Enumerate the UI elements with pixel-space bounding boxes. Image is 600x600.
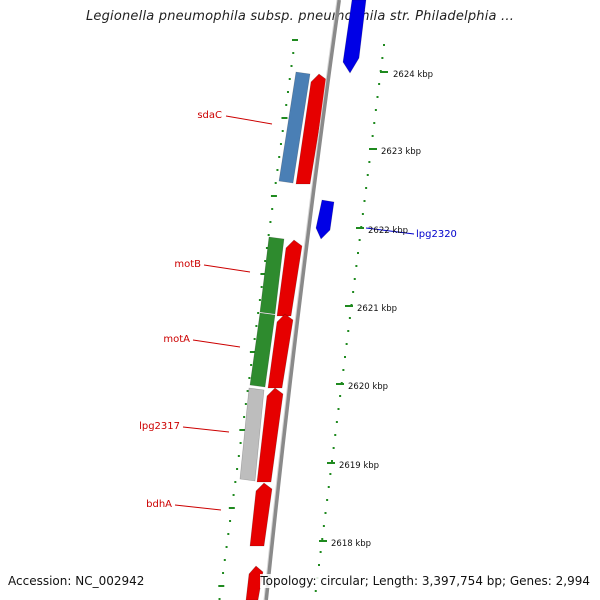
genome-backbone <box>264 0 341 600</box>
gene-label-motB: motB <box>174 259 201 270</box>
ruler-label-2619: 2619 kbp <box>339 461 379 471</box>
gene-label-lpg2320: lpg2320 <box>416 229 457 240</box>
leader-motB <box>203 264 251 273</box>
gene-label-bdhA: bdhA <box>146 499 172 510</box>
ruler-label-2623: 2623 kbp <box>381 147 421 157</box>
genome-backbone-highlight <box>263 0 338 600</box>
leader-lpg2320 <box>365 227 415 235</box>
ruler-label-2620: 2620 kbp <box>348 382 388 392</box>
inner-ruler-ticks <box>218 39 298 600</box>
leader-motA <box>192 339 241 348</box>
accession-text: Accession: NC_002942 <box>8 574 145 588</box>
cds-arrow-1[interactable] <box>295 73 328 185</box>
cds-arrow-top-reverse[interactable] <box>342 0 367 74</box>
leader-sdaC <box>225 115 273 125</box>
ruler-label-2618: 2618 kbp <box>331 539 371 549</box>
ruler-label-2622: 2622 kbp <box>368 226 408 236</box>
gene-labels: sdaC motB motA lpg2317 bdhA lpg2320 <box>139 110 457 511</box>
ruler-label-2621: 2621 kbp <box>357 304 397 314</box>
feature-lpg2317[interactable] <box>239 387 265 482</box>
ruler-labels: 2624 kbp 2623 kbp 2622 kbp 2621 kbp 2620… <box>331 70 433 549</box>
feature-motA[interactable] <box>249 312 276 388</box>
gene-label-lpg2317: lpg2317 <box>139 421 180 432</box>
ruler-label-2624: 2624 kbp <box>393 70 433 80</box>
feature-motB[interactable] <box>259 236 285 315</box>
cds-arrow-2[interactable] <box>276 239 303 317</box>
outer-ruler-ticks <box>314 44 388 592</box>
feature-sdaC[interactable] <box>278 71 311 184</box>
cds-arrow-3[interactable] <box>267 313 294 389</box>
cds-arrow-4[interactable] <box>256 387 284 483</box>
feature-track[interactable] <box>239 0 367 600</box>
leader-bdhA <box>174 504 222 511</box>
leader-lpg2317 <box>182 426 230 433</box>
map-title: Legionella pneumophila subsp. pneumophil… <box>85 9 515 24</box>
gene-label-sdaC: sdaC <box>197 110 222 121</box>
cds-arrow-bdhA[interactable] <box>249 482 273 547</box>
topology-text: Topology: circular; Length: 3,397,754 bp… <box>260 574 590 588</box>
cds-arrow-lpg2320[interactable] <box>315 199 335 240</box>
gene-label-motA: motA <box>163 334 190 345</box>
